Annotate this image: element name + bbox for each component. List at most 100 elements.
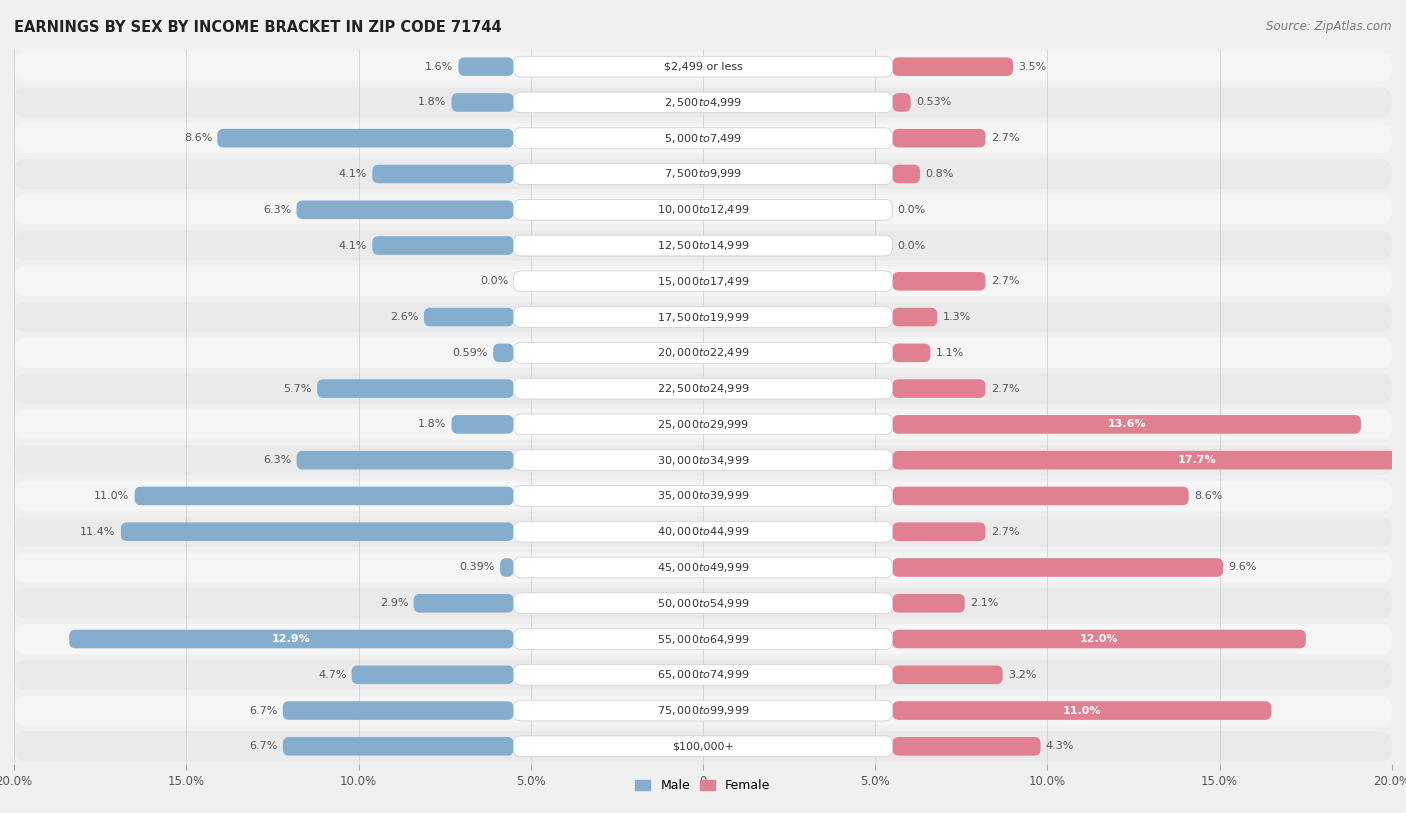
FancyBboxPatch shape [513,163,893,185]
Text: 17.7%: 17.7% [1178,455,1216,465]
Text: $40,000 to $44,999: $40,000 to $44,999 [657,525,749,538]
FancyBboxPatch shape [513,450,893,471]
FancyBboxPatch shape [283,702,513,720]
FancyBboxPatch shape [513,664,893,685]
Text: $10,000 to $12,499: $10,000 to $12,499 [657,203,749,216]
FancyBboxPatch shape [893,737,1040,755]
FancyBboxPatch shape [513,736,893,757]
Text: 2.7%: 2.7% [991,527,1019,537]
Text: 2.7%: 2.7% [991,384,1019,393]
FancyBboxPatch shape [513,307,893,328]
FancyBboxPatch shape [14,302,1392,332]
FancyBboxPatch shape [425,308,513,326]
Text: $35,000 to $39,999: $35,000 to $39,999 [657,489,749,502]
Text: 11.0%: 11.0% [1063,706,1101,715]
FancyBboxPatch shape [513,485,893,506]
Text: $30,000 to $34,999: $30,000 to $34,999 [657,454,749,467]
Text: $20,000 to $22,499: $20,000 to $22,499 [657,346,749,359]
Text: 4.1%: 4.1% [339,241,367,250]
Text: $75,000 to $99,999: $75,000 to $99,999 [657,704,749,717]
Text: 2.7%: 2.7% [991,133,1019,143]
FancyBboxPatch shape [893,523,986,541]
FancyBboxPatch shape [14,481,1392,511]
Text: 6.3%: 6.3% [263,455,291,465]
FancyBboxPatch shape [893,165,920,183]
FancyBboxPatch shape [893,380,986,398]
FancyBboxPatch shape [513,557,893,578]
Text: $50,000 to $54,999: $50,000 to $54,999 [657,597,749,610]
Text: 8.6%: 8.6% [1194,491,1222,501]
FancyBboxPatch shape [14,446,1392,475]
Text: 9.6%: 9.6% [1229,563,1257,572]
Text: Source: ZipAtlas.com: Source: ZipAtlas.com [1267,20,1392,33]
FancyBboxPatch shape [218,129,513,147]
Text: $2,499 or less: $2,499 or less [664,62,742,72]
FancyBboxPatch shape [121,523,513,541]
Text: 6.7%: 6.7% [249,706,277,715]
Text: $100,000+: $100,000+ [672,741,734,751]
Text: 1.8%: 1.8% [418,98,446,107]
FancyBboxPatch shape [297,451,513,469]
FancyBboxPatch shape [14,553,1392,582]
Text: 1.1%: 1.1% [935,348,963,358]
FancyBboxPatch shape [893,487,1188,505]
FancyBboxPatch shape [893,344,931,362]
FancyBboxPatch shape [283,737,513,755]
Text: 3.2%: 3.2% [1008,670,1036,680]
FancyBboxPatch shape [513,700,893,721]
FancyBboxPatch shape [352,666,513,684]
FancyBboxPatch shape [494,344,513,362]
FancyBboxPatch shape [14,88,1392,117]
FancyBboxPatch shape [893,559,1223,576]
Text: 2.6%: 2.6% [391,312,419,322]
Text: 1.8%: 1.8% [418,420,446,429]
FancyBboxPatch shape [14,660,1392,689]
Text: 2.9%: 2.9% [380,598,409,608]
FancyBboxPatch shape [373,165,513,183]
FancyBboxPatch shape [893,666,1002,684]
Text: 5.7%: 5.7% [284,384,312,393]
FancyBboxPatch shape [14,52,1392,81]
Text: $55,000 to $64,999: $55,000 to $64,999 [657,633,749,646]
FancyBboxPatch shape [893,451,1406,469]
Text: 0.0%: 0.0% [897,241,927,250]
FancyBboxPatch shape [893,93,911,111]
FancyBboxPatch shape [451,415,513,433]
FancyBboxPatch shape [513,271,893,292]
FancyBboxPatch shape [513,92,893,113]
FancyBboxPatch shape [513,414,893,435]
FancyBboxPatch shape [135,487,513,505]
Text: $22,500 to $24,999: $22,500 to $24,999 [657,382,749,395]
FancyBboxPatch shape [451,93,513,111]
Text: $25,000 to $29,999: $25,000 to $29,999 [657,418,749,431]
Text: $5,000 to $7,499: $5,000 to $7,499 [664,132,742,145]
Text: $15,000 to $17,499: $15,000 to $17,499 [657,275,749,288]
Text: 0.53%: 0.53% [915,98,950,107]
FancyBboxPatch shape [14,410,1392,439]
Text: $45,000 to $49,999: $45,000 to $49,999 [657,561,749,574]
FancyBboxPatch shape [893,58,1012,76]
FancyBboxPatch shape [14,124,1392,153]
Text: 8.6%: 8.6% [184,133,212,143]
Text: 4.3%: 4.3% [1046,741,1074,751]
Text: 4.1%: 4.1% [339,169,367,179]
FancyBboxPatch shape [893,308,938,326]
FancyBboxPatch shape [14,195,1392,224]
Text: 3.5%: 3.5% [1018,62,1046,72]
FancyBboxPatch shape [14,517,1392,546]
FancyBboxPatch shape [893,630,1306,648]
Text: $17,500 to $19,999: $17,500 to $19,999 [657,311,749,324]
Text: 0.8%: 0.8% [925,169,953,179]
FancyBboxPatch shape [413,594,513,612]
FancyBboxPatch shape [318,380,513,398]
FancyBboxPatch shape [14,624,1392,654]
FancyBboxPatch shape [893,702,1271,720]
Text: 13.6%: 13.6% [1108,420,1146,429]
FancyBboxPatch shape [893,415,1361,433]
FancyBboxPatch shape [373,237,513,254]
Text: 0.0%: 0.0% [479,276,509,286]
FancyBboxPatch shape [14,374,1392,403]
Text: $7,500 to $9,999: $7,500 to $9,999 [664,167,742,180]
FancyBboxPatch shape [893,594,965,612]
FancyBboxPatch shape [893,129,986,147]
